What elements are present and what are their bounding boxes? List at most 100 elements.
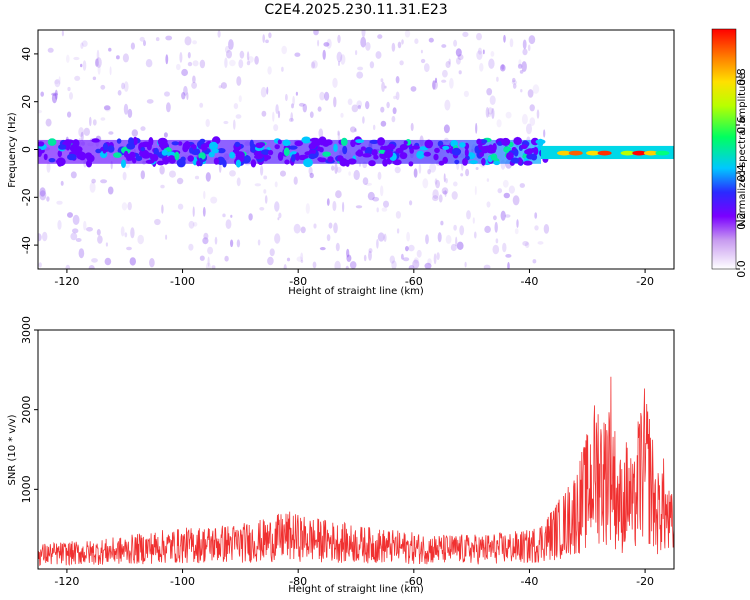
spectrogram-speckle xyxy=(246,51,250,61)
spectrogram-speckle xyxy=(324,91,330,101)
spectrogram-speckle xyxy=(476,32,482,41)
spectrogram-speckle xyxy=(220,82,227,89)
spectrogram-speckle xyxy=(121,202,128,211)
spectrogram-speckle xyxy=(368,250,372,261)
spectrogram-speckle xyxy=(402,257,410,262)
spectrogram-speckle xyxy=(89,182,96,193)
spectrogram-speckle xyxy=(475,167,479,170)
spectrogram-speckle xyxy=(229,59,236,67)
spectrogram-speckle xyxy=(442,69,448,78)
spectrogram-speckle xyxy=(160,184,165,189)
spectrogram-speckle xyxy=(511,80,518,85)
spectrogram-speckle xyxy=(140,126,146,131)
spectrogram-speckle xyxy=(100,84,106,90)
spectrogram-speckle xyxy=(139,36,145,42)
spectrogram-blob xyxy=(438,160,445,166)
spectrogram-speckle xyxy=(337,130,340,136)
spectrogram-speckle xyxy=(527,44,531,52)
spectrogram-blob xyxy=(362,153,372,158)
spectrogram-speckle xyxy=(512,77,516,83)
spectrogram-blob xyxy=(295,152,300,162)
spectrogram-speckle xyxy=(337,131,341,142)
spectrogram-speckle xyxy=(126,246,132,251)
spectrogram-speckle xyxy=(183,85,188,96)
spectrogram-blob xyxy=(161,149,168,156)
spectrogram-speckle xyxy=(317,39,320,47)
spectrogram-blob xyxy=(309,137,320,143)
spectrogram-speckle xyxy=(181,68,189,77)
spectrogram-blob xyxy=(301,136,312,144)
spectrogram-blob xyxy=(209,141,218,151)
spectrogram-speckle xyxy=(259,207,265,211)
spectrogram-speckle xyxy=(293,223,301,234)
spectrogram-blob xyxy=(249,139,254,149)
colorbar-tick-label: 0.0 xyxy=(735,260,748,278)
spectrogram-speckle xyxy=(103,105,111,111)
spectrogram-speckle xyxy=(80,131,84,142)
spectrogram-blob xyxy=(291,154,296,163)
spectrogram-speckle xyxy=(91,178,96,184)
spectrogram-speckle xyxy=(214,236,218,245)
spectrogram-blob xyxy=(95,148,102,154)
spectrogram-speckle xyxy=(81,40,88,47)
spectrogram-speckle xyxy=(437,232,442,243)
spectrogram-speckle xyxy=(383,200,389,208)
spectrogram-speckle xyxy=(262,34,266,43)
spectrogram-speckle xyxy=(122,53,129,63)
spectrogram-speckle xyxy=(357,105,361,110)
spectrogram-speckle xyxy=(205,172,211,182)
spectrogram-blob xyxy=(250,159,257,168)
spectrogram-speckle xyxy=(277,217,280,221)
spectrogram-blob xyxy=(43,153,48,161)
spectrogram-blob xyxy=(459,142,466,148)
spectrogram-speckle xyxy=(522,48,528,56)
spectrogram-speckle xyxy=(420,58,426,64)
spectrogram-speckle xyxy=(288,117,294,122)
spectrogram-speckle xyxy=(432,80,436,90)
spectrogram-speckle xyxy=(337,34,341,44)
spectrogram-speckle xyxy=(528,35,536,45)
spectrogram-speckle xyxy=(395,211,401,219)
spectrogram-blob xyxy=(102,142,108,151)
spectrogram-speckle xyxy=(483,264,491,269)
spectrogram-speckle xyxy=(75,238,82,242)
spectrogram-speckle xyxy=(74,75,81,81)
spectrogram-y-label: Frequency (Hz) xyxy=(7,112,18,188)
spectrogram-speckle xyxy=(186,92,189,100)
spectrogram-speckle xyxy=(372,196,380,202)
spectrogram-speckle xyxy=(401,39,404,45)
spectrogram-speckle xyxy=(83,220,87,231)
spectrogram-speckle xyxy=(89,116,92,127)
spectrogram-speckle xyxy=(207,246,214,255)
spectrogram-blob xyxy=(399,152,408,160)
spectrogram-speckle xyxy=(453,224,457,231)
spectrogram-speckle xyxy=(333,222,338,234)
spectrogram-speckle xyxy=(203,232,209,240)
x-tick-label: -120 xyxy=(54,275,79,288)
spectrogram-speckle xyxy=(67,212,73,218)
spectrogram-speckle xyxy=(38,262,42,268)
spectrogram-speckle xyxy=(78,248,85,259)
colorbar-tick-label: 0.6 xyxy=(735,116,748,134)
spectrogram-speckle xyxy=(107,186,114,195)
spectrogram-speckle xyxy=(422,178,429,189)
spectrogram-speckle xyxy=(203,190,206,200)
spectrogram-blob xyxy=(308,153,317,160)
spectrogram-speckle xyxy=(290,112,294,122)
spectrogram-peak xyxy=(568,150,583,156)
spectrogram-speckle xyxy=(394,166,401,174)
spectrogram-speckle xyxy=(80,63,83,68)
spectrogram-speckle xyxy=(65,264,71,269)
spectrogram-speckle xyxy=(69,92,73,100)
spectrogram-speckle xyxy=(72,228,79,234)
spectrogram-blob xyxy=(294,140,304,147)
spectrogram-speckle xyxy=(308,166,313,175)
spectrogram-speckle xyxy=(356,71,364,79)
spectrogram-blob xyxy=(501,137,511,146)
spectrogram-blob xyxy=(386,143,396,150)
spectrogram-speckle xyxy=(236,76,242,86)
spectrogram-speckle xyxy=(505,111,512,119)
spectrogram-speckle xyxy=(500,210,506,221)
spectrogram-speckle xyxy=(356,100,363,108)
spectrogram-blob xyxy=(434,147,440,154)
